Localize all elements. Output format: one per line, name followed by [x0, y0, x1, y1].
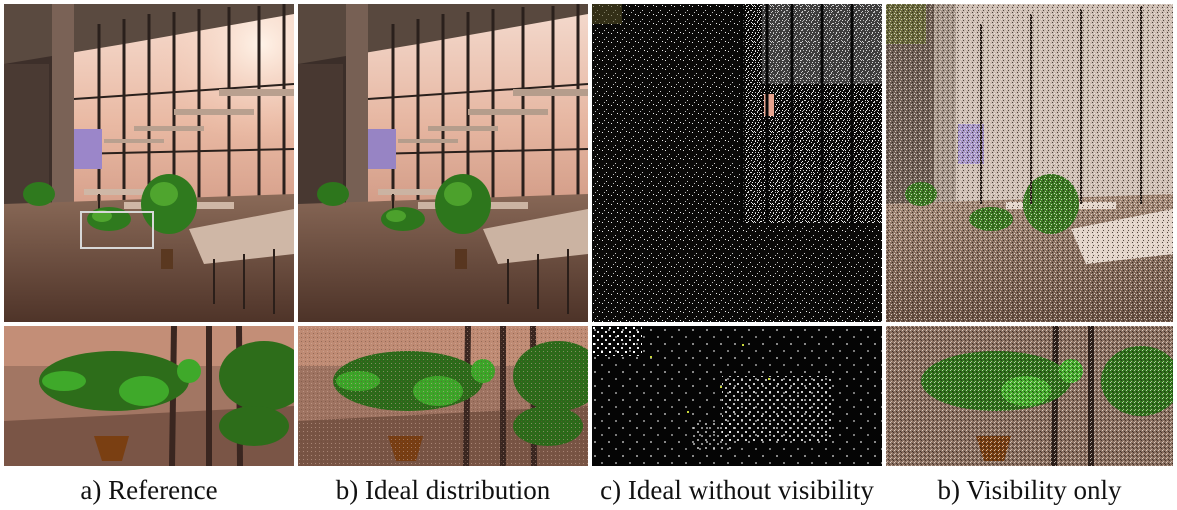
visibility-only-closeup: [886, 326, 1173, 466]
visibility-only-render-image: [886, 4, 1173, 322]
ideal-distribution-render: [298, 4, 588, 322]
visibility-only-closeup-image: [886, 326, 1173, 466]
reference-render: [4, 4, 294, 322]
reference-closeup: [4, 326, 294, 466]
ideal-without-visibility-closeup: [592, 326, 882, 466]
caption-ideal-without-visibility: c) Ideal without visibility: [600, 475, 874, 505]
reference-closeup-image: [4, 326, 294, 466]
ideal-without-visibility-render-image: [592, 4, 882, 322]
inset-box: [80, 211, 154, 249]
ideal-distribution-closeup: [298, 326, 588, 466]
ideal-without-visibility-closeup-image: [592, 326, 882, 466]
visibility-only-render: [886, 4, 1173, 322]
ideal-distribution-closeup-image: [298, 326, 588, 466]
caption-reference: a) Reference: [80, 475, 218, 505]
ideal-without-visibility-render: [592, 4, 882, 322]
caption-ideal-distribution: b) Ideal distribution: [335, 475, 551, 505]
caption-visibility-only: b) Visibility only: [937, 475, 1122, 505]
reference-render-image: [4, 4, 294, 322]
ideal-distribution-render-image: [298, 4, 588, 322]
